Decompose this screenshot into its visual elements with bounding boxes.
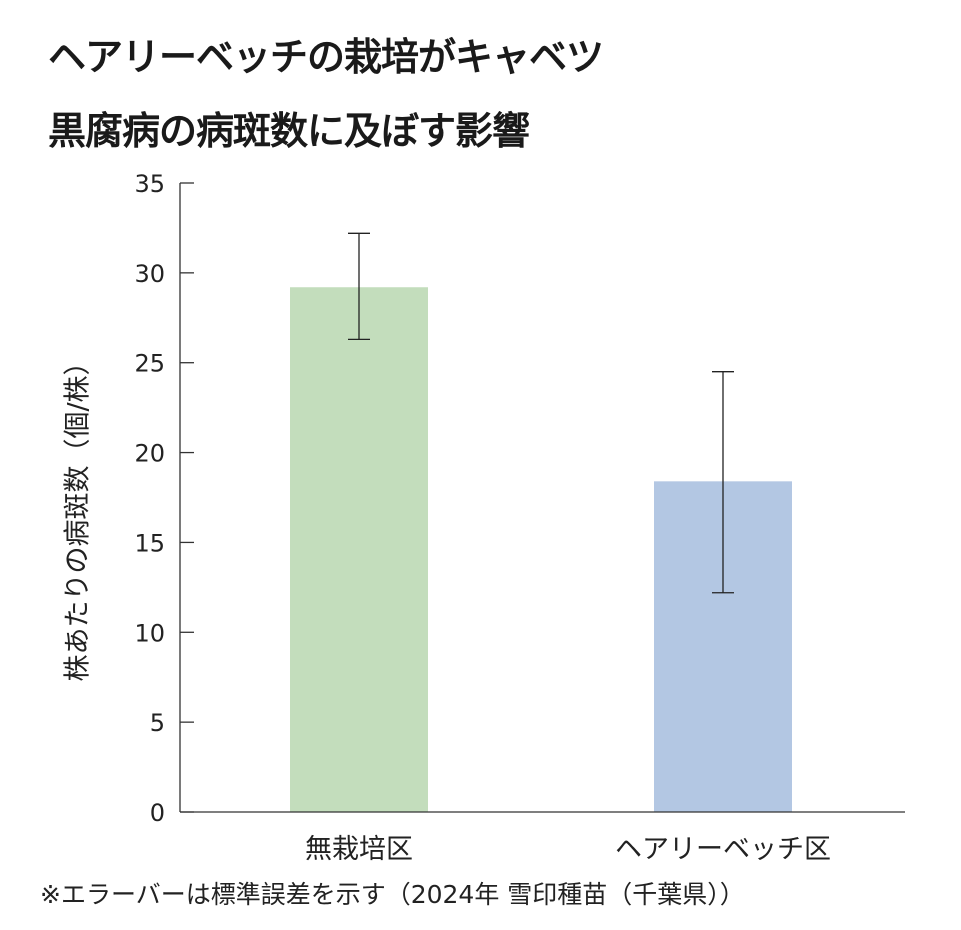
- bar-0: [290, 287, 428, 813]
- chart-title-line-2: 黒腐病の病斑数に及ぼす影響: [48, 109, 530, 153]
- y-tick-label: 35: [134, 170, 165, 198]
- footnote: ※エラーバーは標準誤差を示す（2024年 雪印種苗（千葉県））: [40, 880, 745, 909]
- y-tick-label: 25: [134, 350, 165, 378]
- y-tick-label: 5: [150, 709, 165, 737]
- y-tick-label: 0: [150, 799, 165, 827]
- y-tick-label: 30: [134, 260, 165, 288]
- y-tick-label: 15: [134, 529, 165, 557]
- chart-title-line-1: ヘアリーベッチの栽培がキャベツ: [48, 35, 604, 79]
- x-tick-label: 無栽培区: [305, 834, 413, 865]
- x-tick-label: ヘアリーベッチ区: [615, 834, 831, 865]
- y-tick-label: 20: [134, 440, 165, 468]
- y-tick-label: 10: [134, 619, 165, 647]
